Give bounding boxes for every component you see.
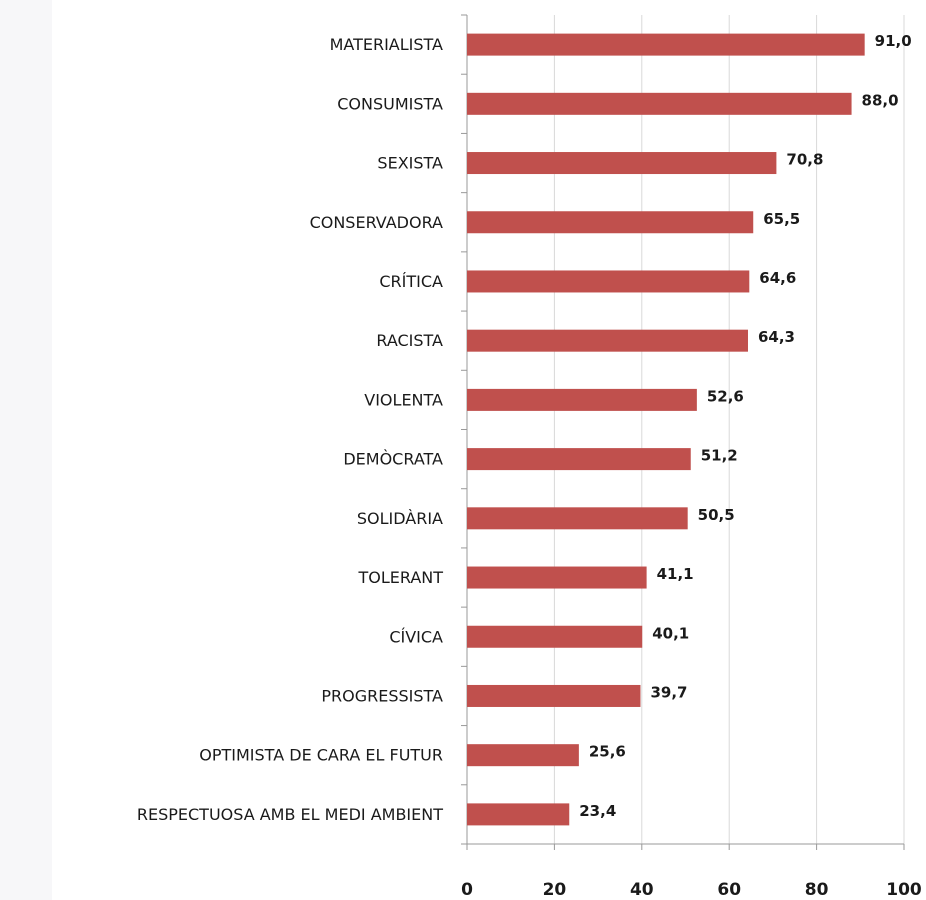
bar xyxy=(467,33,865,56)
value-label: 70,8 xyxy=(786,151,823,169)
bar xyxy=(467,448,691,471)
y-tick-label: RACISTA xyxy=(376,331,443,350)
y-tick-label: CONSERVADORA xyxy=(310,213,443,232)
x-tick-label: 100 xyxy=(886,880,922,900)
y-tick-label: SOLIDÀRIA xyxy=(357,509,443,528)
bar xyxy=(467,329,748,352)
value-label: 25,6 xyxy=(589,743,626,761)
y-tick-label: PROGRESSISTA xyxy=(321,686,443,705)
value-label: 91,0 xyxy=(875,32,912,50)
bar xyxy=(467,92,852,115)
value-label: 23,4 xyxy=(579,802,616,820)
bar xyxy=(467,803,570,826)
value-label: 51,2 xyxy=(701,447,738,465)
value-label: 50,5 xyxy=(698,506,735,524)
bar xyxy=(467,388,697,411)
left-strip xyxy=(0,0,52,900)
bar xyxy=(467,684,641,707)
x-tick-label: 20 xyxy=(543,880,567,900)
y-tick-label: SEXISTA xyxy=(377,154,443,173)
y-tick-label: TOLERANT xyxy=(357,568,443,587)
y-tick-label: CÍVICA xyxy=(389,627,443,646)
bar xyxy=(467,152,777,175)
x-tick-label: 80 xyxy=(805,880,829,900)
y-tick-label: DEMÒCRATA xyxy=(343,450,443,469)
value-label: 39,7 xyxy=(650,683,687,701)
value-label: 52,6 xyxy=(707,387,744,405)
bar xyxy=(467,744,579,767)
x-tick-label: 60 xyxy=(717,880,741,900)
y-tick-label: VIOLENTA xyxy=(364,390,443,409)
x-tick-label: 0 xyxy=(461,880,473,900)
x-tick-label: 40 xyxy=(630,880,654,900)
bar xyxy=(467,566,647,589)
y-tick-label: CONSUMISTA xyxy=(337,94,443,113)
value-label: 40,1 xyxy=(652,624,689,642)
bar xyxy=(467,625,643,648)
y-tick-label: CRÍTICA xyxy=(379,272,443,291)
y-tick-label: RESPECTUOSA AMB EL MEDI AMBIENT xyxy=(137,805,443,824)
bar xyxy=(467,211,754,234)
y-tick-label: MATERIALISTA xyxy=(330,35,443,54)
y-tick-label: OPTIMISTA DE CARA EL FUTUR xyxy=(199,746,443,765)
value-label: 64,3 xyxy=(758,328,795,346)
value-label: 64,6 xyxy=(759,269,796,287)
value-label: 65,5 xyxy=(763,210,800,228)
bar xyxy=(467,270,750,293)
value-label: 41,1 xyxy=(657,565,694,583)
value-label: 88,0 xyxy=(862,91,899,109)
bar xyxy=(467,507,688,530)
